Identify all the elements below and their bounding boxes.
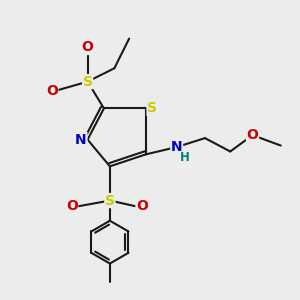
Text: O: O [82,40,94,55]
Text: N: N [75,133,87,147]
Text: S: S [105,194,115,208]
Text: O: O [136,200,148,214]
Text: O: O [66,200,78,214]
Text: S: S [82,75,93,88]
Text: N: N [171,140,183,154]
Text: H: H [180,151,190,164]
Text: O: O [247,128,259,142]
Text: O: O [46,84,58,98]
Text: S: S [147,101,157,116]
